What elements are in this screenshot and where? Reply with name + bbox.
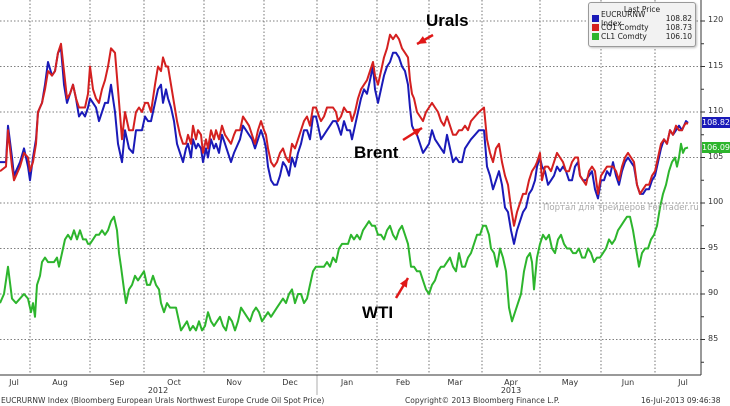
y-tick-110: 110	[708, 106, 724, 115]
watermark: Портал для трейдеров ForTrader.ru	[543, 203, 699, 213]
x-year-2012: 2012	[147, 386, 169, 395]
price-tag-blue: 108.82	[702, 117, 730, 128]
data-lines	[0, 33, 689, 332]
y-tick-100: 100	[708, 197, 724, 206]
y-tick-115: 115	[708, 61, 724, 70]
legend-name: EUCRURNW Index	[601, 9, 646, 28]
y-tick-85: 85	[708, 334, 719, 343]
legend-item-cl1: CL1 Comdty 106.10	[589, 32, 695, 41]
x-tick-dec: Dec	[282, 378, 298, 387]
legend-item-co1: CO1 Comdty 108.73	[589, 23, 695, 32]
legend-name: CO1 Comdty	[601, 23, 649, 32]
y-tick-90: 90	[708, 288, 719, 297]
legend-swatch-red	[592, 24, 599, 31]
x-tick-jul-2013: Jul	[678, 378, 688, 387]
legend: Last Price EUCRURNW Index 108.82 CO1 Com…	[588, 2, 696, 47]
x-tick-sep: Sep	[109, 378, 125, 387]
y-tick-105: 105	[708, 152, 724, 161]
y-tick-95: 95	[708, 243, 719, 252]
footer-description: EUCRURNW Index (Bloomberg European Urals…	[1, 396, 325, 405]
legend-item-eucrurnw: EUCRURNW Index 108.82	[589, 10, 695, 28]
y-tick-120: 120	[708, 15, 724, 24]
annotation-wti: WTI	[362, 303, 394, 322]
grid-lines	[0, 0, 701, 375]
price-tag-green: 106.09	[702, 142, 730, 153]
legend-swatch-blue	[592, 15, 599, 22]
x-year-2013: 2013	[500, 386, 522, 395]
x-tick-jun: Jun	[621, 378, 635, 387]
legend-value: 108.82	[665, 14, 692, 23]
axes	[0, 0, 705, 395]
x-tick-apr: Apr	[504, 378, 518, 387]
footer-copyright: Copyright© 2013 Bloomberg Finance L.P.	[405, 396, 560, 405]
annotation-brent: Brent	[354, 143, 399, 162]
x-tick-feb: Feb	[395, 378, 411, 387]
legend-title: Last Price	[623, 5, 661, 14]
legend-value: 106.10	[665, 32, 692, 41]
legend-value: 108.73	[665, 23, 692, 32]
x-tick-aug: Aug	[52, 378, 68, 387]
legend-swatch-green	[592, 33, 599, 40]
annotation-arrows	[394, 33, 434, 299]
x-tick-may: May	[561, 378, 579, 387]
legend-name: CL1 Comdty	[601, 32, 647, 41]
x-tick-mar: Mar	[447, 378, 463, 387]
footer-timestamp: 16-Jul-2013 09:46:38	[641, 396, 721, 405]
x-tick-jan: Jan	[340, 378, 354, 387]
x-tick-nov: Nov	[226, 378, 242, 387]
x-tick-oct: Oct	[167, 378, 181, 387]
annotation-urals: Urals	[426, 11, 469, 30]
x-tick-jul-2012: Jul	[9, 378, 19, 387]
